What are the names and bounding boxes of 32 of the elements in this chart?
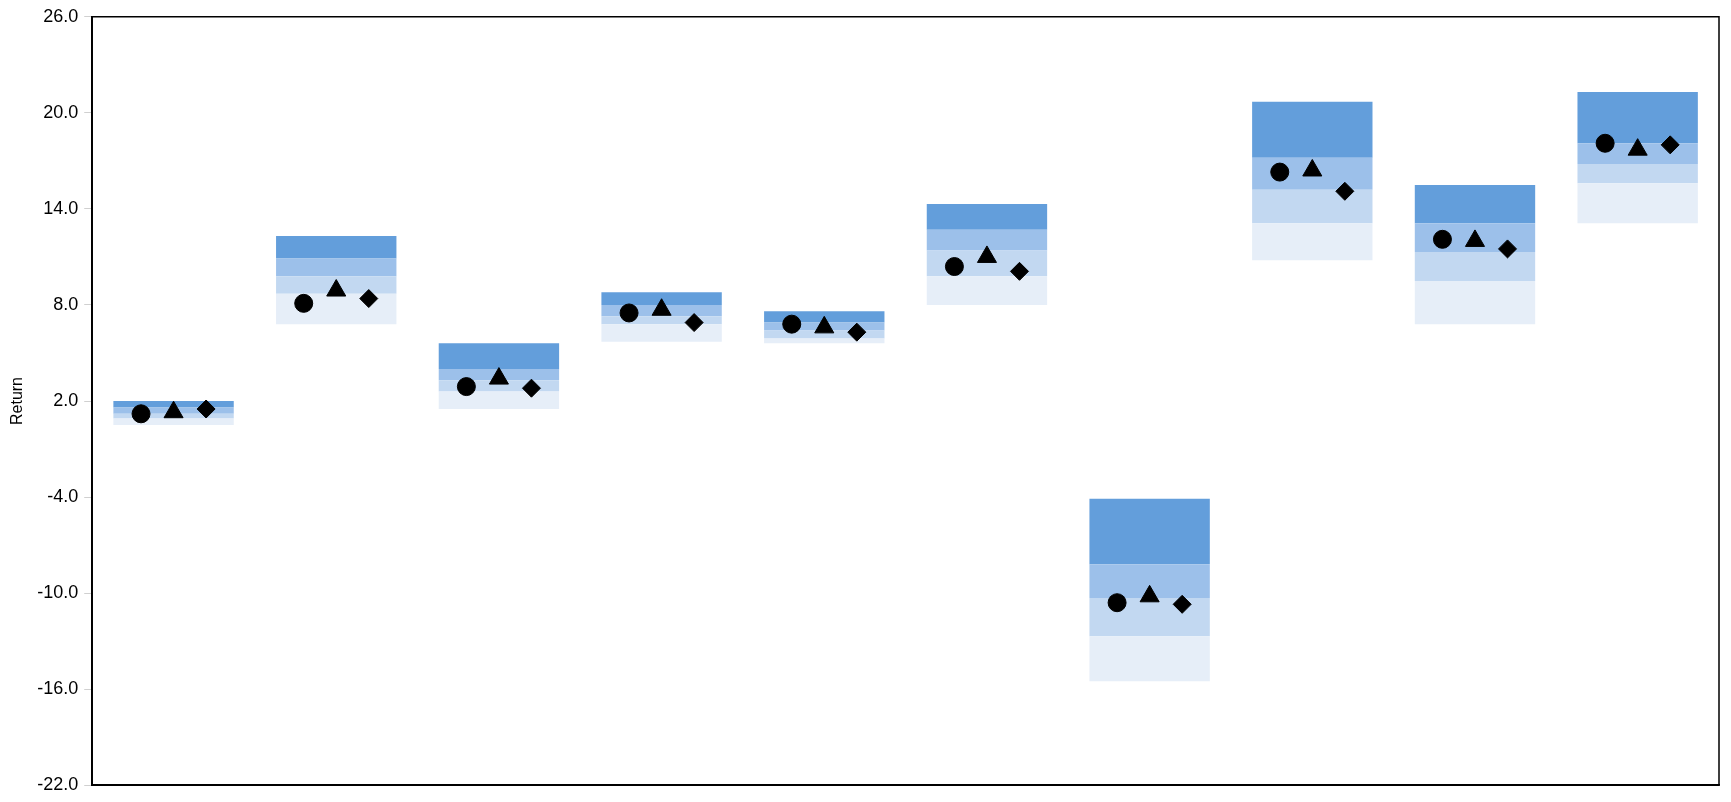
- bar: [1577, 183, 1698, 224]
- y-tick-label: 14.0: [43, 197, 79, 218]
- y-tick-label: -4.0: [47, 486, 79, 507]
- y-tick-label: 26.0: [43, 5, 79, 26]
- bar: [1414, 184, 1536, 224]
- bar: [1577, 164, 1698, 184]
- bar: [926, 204, 1048, 230]
- bar: [1577, 92, 1698, 144]
- y-tick-label: -22.0: [37, 774, 79, 795]
- bar: [601, 324, 722, 342]
- y-tick-label: 8.0: [53, 293, 79, 314]
- bar: [1089, 564, 1210, 598]
- bar: [926, 229, 1048, 251]
- bar: [438, 391, 560, 409]
- y-tick-label: 20.0: [43, 101, 79, 122]
- y-tick-label: -16.0: [37, 678, 79, 699]
- bar: [1089, 636, 1210, 682]
- bar: [276, 258, 397, 277]
- bar: [601, 292, 722, 305]
- bar: [1089, 498, 1210, 565]
- bar: [1252, 189, 1373, 224]
- y-tick-label: 2.0: [53, 389, 79, 410]
- bar: [276, 236, 397, 259]
- y-tick-label: -10.0: [37, 582, 79, 603]
- bar: [926, 276, 1048, 305]
- y-axis-title: Return: [8, 376, 26, 426]
- bar: [1252, 223, 1373, 261]
- bar: [1252, 101, 1373, 158]
- bar: [1414, 252, 1536, 281]
- bar: [276, 276, 397, 294]
- bar: [1414, 280, 1536, 325]
- bar: [438, 343, 560, 369]
